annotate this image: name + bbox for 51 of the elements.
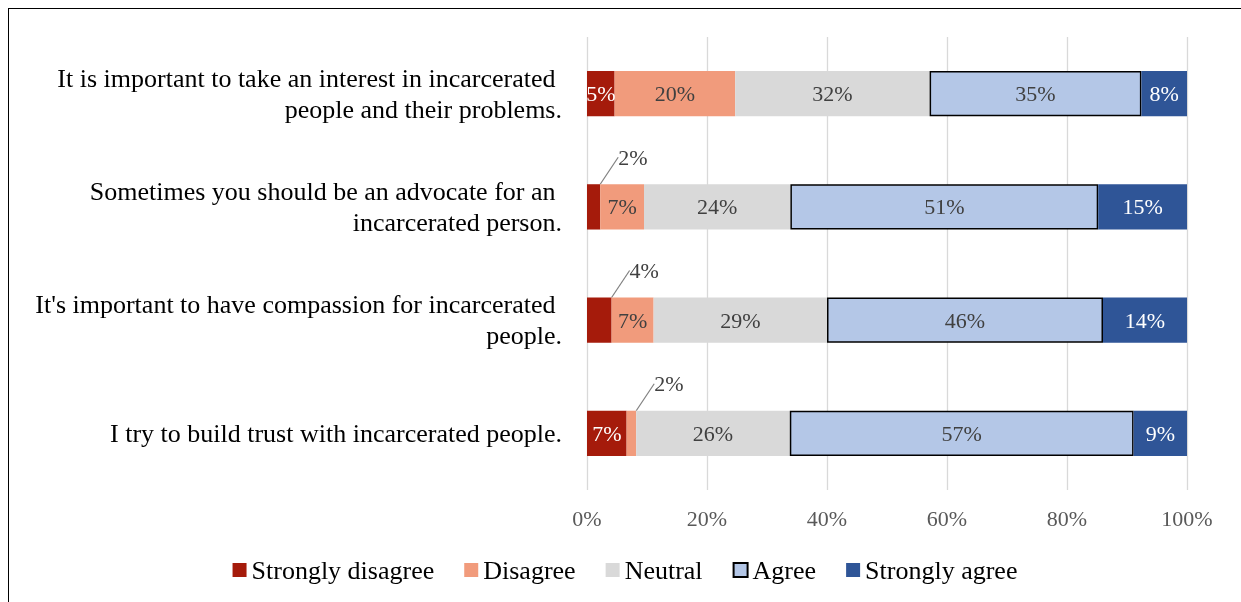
data-label: 57%: [941, 420, 982, 446]
data-label: 2%: [654, 371, 684, 397]
data-label: 9%: [1145, 420, 1175, 446]
legend-label: Strongly agree: [865, 555, 1018, 585]
data-label: 32%: [812, 81, 853, 107]
bar: [600, 184, 644, 230]
data-label: 29%: [720, 307, 761, 333]
bar: [929, 70, 1142, 117]
legend-label: Agree: [752, 555, 817, 585]
legend-label: Disagree: [483, 555, 576, 585]
y-tick-label: I try to build trust with incarcerated people.: [110, 418, 562, 448]
bar: [614, 70, 736, 117]
data-label: 26%: [692, 420, 734, 446]
x-tick-label: 60%: [926, 505, 968, 531]
data-label: 2%: [618, 144, 648, 170]
data-label: 24%: [697, 194, 738, 220]
x-tick-label: 100%: [1161, 505, 1213, 531]
bar: [827, 297, 1103, 343]
y-tick-label: It is important to take an interest in incarcerated people and their problems.: [57, 63, 562, 124]
bar: [1133, 410, 1187, 457]
bar: [1141, 70, 1187, 117]
bar: [587, 410, 627, 457]
data-label: 7%: [617, 307, 648, 333]
bar: [790, 184, 1099, 230]
bar: [587, 70, 615, 117]
data-label: 5%: [586, 81, 616, 107]
x-tick-label: 40%: [806, 505, 848, 531]
data-label: 8%: [1149, 81, 1179, 107]
data-label: 51%: [924, 194, 965, 220]
bar: [587, 297, 612, 343]
bar: [1103, 297, 1187, 343]
data-label: 46%: [944, 307, 986, 333]
x-tick-label: 80%: [1046, 505, 1088, 531]
y-tick-label: Sometimes you should be an advocate for an incarcerated person.: [89, 176, 562, 237]
bar: [611, 297, 654, 343]
data-label: 7%: [592, 420, 622, 446]
data-label: 4%: [629, 257, 659, 283]
bar: [789, 410, 1134, 457]
legend-label: Neutral: [624, 555, 703, 585]
data-label: 35%: [1015, 81, 1056, 107]
data-label: 14%: [1124, 307, 1166, 333]
data-label: 7%: [607, 194, 637, 220]
bar: [1098, 184, 1187, 230]
bar: [626, 410, 637, 457]
bar: [587, 184, 601, 230]
legend-label: Strongly disagree: [251, 555, 435, 585]
data-label: 20%: [654, 81, 696, 107]
x-tick-label: 20%: [686, 505, 728, 531]
data-label: 15%: [1122, 194, 1163, 220]
y-tick-label: It's important to have compassion for incarcerated people.: [35, 290, 562, 351]
x-tick-label: 0%: [572, 505, 602, 531]
